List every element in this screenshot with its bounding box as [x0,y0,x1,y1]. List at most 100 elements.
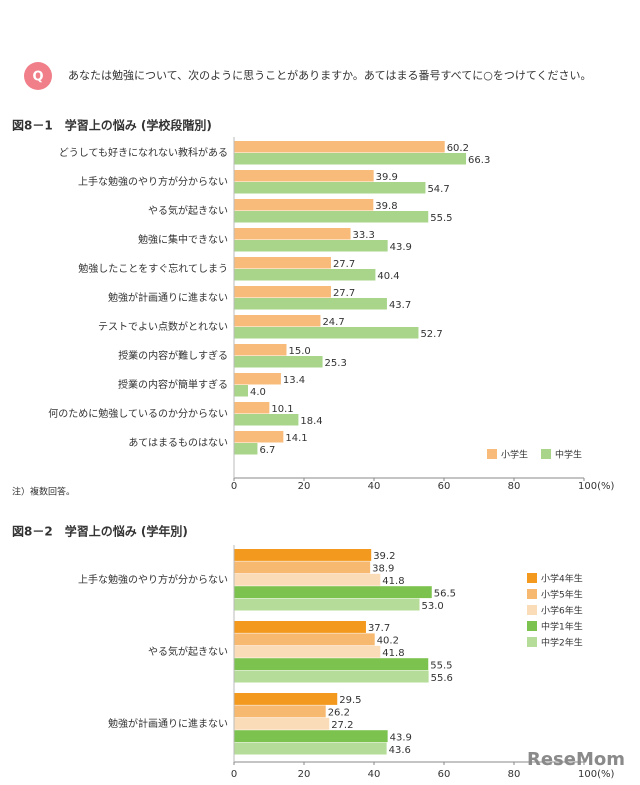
bar [234,730,388,743]
bar [234,561,371,574]
value-label: 6.7 [259,445,275,456]
x-tick-label: 60 [438,769,451,780]
bar [234,182,426,194]
question: あなたは勉強について、次のように思うことがありますか。あてはまる番号すべてに○を… [68,68,592,82]
value-label: 52.7 [420,329,442,340]
category-label: 勉強に集中できない [138,233,228,246]
bar [234,431,284,443]
bar [234,356,323,368]
bar [234,286,331,298]
bar [234,742,387,755]
note: 注）複数回答。 [12,486,75,498]
x-tick-label: 100(%) [578,769,614,780]
value-label: 39.2 [373,551,395,562]
value-label: 33.3 [353,230,375,241]
value-label: 55.5 [430,213,452,224]
category-label: 勉強したことをすぐ忘れてしまう [78,262,228,275]
bar [234,573,381,586]
chart-title: 図8－2 学習上の悩み (学年別) [12,524,188,539]
bar [234,717,330,730]
value-label: 40.4 [377,271,399,282]
q-badge-circle [24,62,52,90]
chart-title: 図8－1 学習上の悩み (学校段階別) [12,118,212,133]
bar [234,549,372,561]
category-label: やる気が起きない [148,204,228,217]
legend-swatch [487,449,497,459]
value-label: 41.8 [382,648,404,659]
value-label: 55.6 [431,673,453,684]
bar [234,670,429,683]
bar [234,315,321,327]
bar [234,705,326,718]
value-label: 15.0 [289,346,311,357]
x-tick-label: 80 [508,769,521,780]
value-label: 43.9 [390,732,412,743]
value-label: 39.9 [376,172,398,183]
value-label: 29.5 [339,695,361,706]
legend-label: 小学6年生 [541,605,583,617]
bar [234,658,429,671]
x-tick-label: 40 [368,769,381,780]
legend-label: 小学4年生 [541,573,583,585]
legend-label: 中学生 [555,449,582,461]
value-label: 37.7 [368,623,390,634]
value-label: 56.5 [434,588,456,599]
x-tick-label: 40 [368,481,381,492]
x-tick-label: 100(%) [578,481,614,492]
value-label: 40.2 [377,636,399,647]
value-label: 14.1 [285,433,307,444]
value-label: 27.2 [331,720,353,731]
value-label: 27.7 [333,259,355,270]
legend-label: 中学2年生 [541,637,583,649]
value-label: 18.4 [300,416,322,427]
bar [234,598,420,611]
value-label: 60.2 [447,143,469,154]
value-label: 43.6 [389,745,411,756]
bar [234,298,387,310]
bar [234,211,429,223]
value-label: 43.7 [389,300,411,311]
x-tick-label: 80 [508,481,521,492]
category-label: 上手な勉強のやり方が分からない [78,573,228,586]
legend-swatch [527,637,537,647]
category-label: 授業の内容が簡単すぎる [118,378,228,391]
bar [234,344,287,356]
legend-label: 小学5年生 [541,589,583,601]
bar [234,645,381,658]
value-label: 10.1 [271,404,293,415]
x-tick-label: 0 [231,769,237,780]
value-label: 13.4 [283,375,305,386]
bar [234,586,432,599]
bar [234,327,419,339]
bar [234,269,376,281]
category-label: あてはまるものはない [128,437,228,449]
value-label: 4.0 [250,387,266,398]
x-tick-label: 20 [298,481,311,492]
watermark: ReseMom [527,749,625,770]
value-label: 54.7 [427,184,449,195]
category-label: 勉強が計画通りに進まない [108,291,228,304]
legend-swatch [541,449,551,459]
value-label: 53.0 [422,601,444,612]
bar [234,199,374,211]
legend-swatch [527,589,537,599]
value-label: 24.7 [322,317,344,328]
bar [234,693,338,705]
value-label: 66.3 [468,155,490,166]
value-label: 41.8 [382,576,404,587]
legend-label: 小学生 [501,449,528,461]
bar [234,228,351,240]
category-label: 勉強が計画通りに進まない [108,717,228,730]
bar [234,385,248,397]
legend-swatch [527,621,537,631]
category-label: 何のために勉強しているのか分からない [48,407,228,420]
value-label: 26.2 [328,708,350,719]
value-label: 38.9 [372,564,394,575]
category-label: テストでよい点数がとれない [98,320,228,333]
bar [234,141,445,153]
x-tick-label: 20 [298,769,311,780]
category-label: 上手な勉強のやり方が分からない [78,175,228,188]
legend-label: 中学1年生 [541,621,583,633]
bar [234,240,388,252]
category-label: どうしても好きになれない教科がある [59,146,228,159]
